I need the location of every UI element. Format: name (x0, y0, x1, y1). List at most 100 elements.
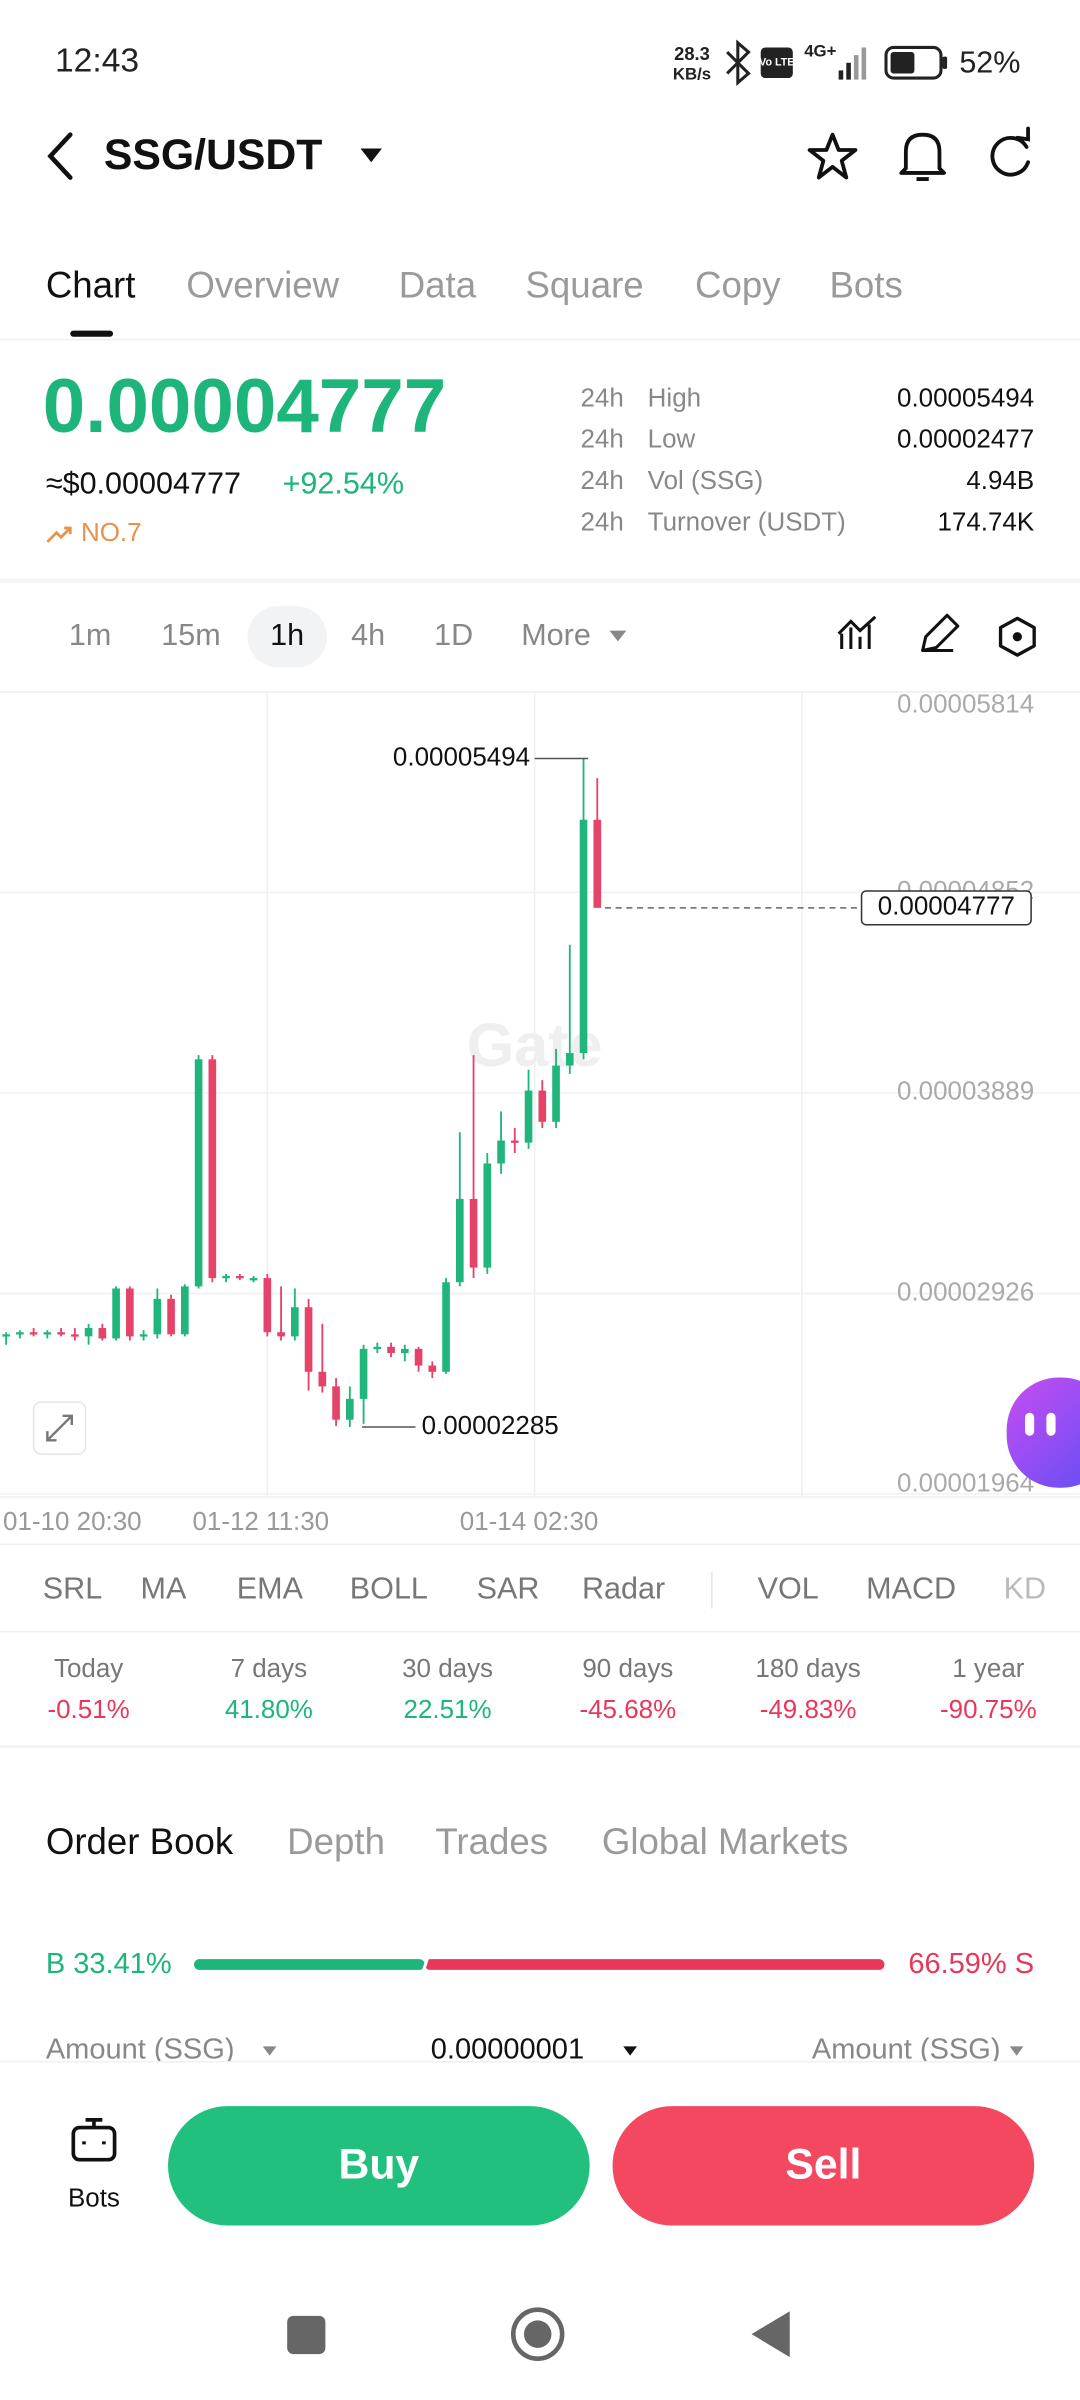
perf-period: 7 days (231, 1653, 307, 1683)
last-price: 0.00004777 (43, 364, 446, 449)
sell-button[interactable] (612, 2106, 1035, 2226)
indicator[interactable]: KD (1004, 1571, 1046, 1605)
orderbook-tab[interactable]: Global Markets (602, 1821, 848, 1862)
settings-button[interactable] (998, 616, 1036, 657)
stat-label: Vol (SSG) (648, 465, 763, 495)
nav-recents[interactable] (287, 2315, 326, 2355)
battery-level (890, 52, 915, 74)
trend-icon (46, 526, 72, 543)
back-button[interactable] (47, 132, 73, 180)
favorite-button[interactable] (807, 132, 858, 180)
indicator-button[interactable] (837, 615, 877, 649)
bubble-eye (1025, 1412, 1035, 1436)
assistant-bubble[interactable] (1006, 1377, 1080, 1488)
refresh-button[interactable] (990, 126, 1030, 177)
tab[interactable]: Overview (186, 264, 339, 305)
candle-body (400, 1348, 409, 1354)
interval[interactable]: More (521, 618, 591, 652)
bubble-eye (1046, 1412, 1056, 1436)
draw-button[interactable] (921, 613, 960, 653)
candle-body (345, 1398, 354, 1420)
pair-dropdown[interactable] (360, 148, 382, 163)
net-speed: 28.3 (674, 43, 710, 64)
nav-back[interactable] (751, 2311, 790, 2358)
signal-bar (853, 55, 859, 80)
candle-body (428, 1365, 437, 1372)
interval[interactable]: 1D (434, 618, 473, 652)
indicator[interactable]: MA (141, 1571, 187, 1605)
interval[interactable]: 1h (270, 618, 304, 652)
candle-body (455, 1198, 464, 1283)
candle-body (373, 1346, 382, 1350)
candle-body (442, 1282, 450, 1372)
indicator[interactable]: SRL (43, 1571, 102, 1605)
orderbook-tab[interactable]: Trades (435, 1821, 548, 1862)
stat-label: Turnover (USDT) (648, 506, 846, 536)
bots-label[interactable]: Bots (68, 2182, 120, 2212)
tab-indicator (70, 330, 114, 337)
pair-title[interactable]: SSG/USDT (104, 131, 323, 179)
candle-body (29, 1332, 38, 1335)
indicator[interactable]: MACD (866, 1571, 956, 1605)
candle-body (359, 1348, 368, 1399)
candle-body (249, 1278, 258, 1281)
buy-label[interactable]: Buy (338, 2141, 419, 2189)
last-price-box (860, 890, 1032, 926)
signal-bar (838, 70, 844, 80)
last-price-label: 0.00004777 (878, 891, 1015, 921)
perf-change: -49.83% (760, 1694, 857, 1724)
candle-body (167, 1298, 175, 1335)
bluetooth-icon (726, 39, 751, 86)
tab[interactable]: Copy (695, 264, 781, 305)
candle-body (497, 1140, 505, 1164)
more-dropdown[interactable] (609, 630, 627, 642)
nav-home[interactable] (510, 2307, 565, 2361)
indicator[interactable]: EMA (237, 1571, 304, 1605)
tab[interactable]: Bots (829, 264, 902, 305)
interval[interactable]: 1m (69, 618, 111, 652)
candle-body (579, 819, 588, 1054)
x-tick-label: 01-14 02:30 (460, 1506, 599, 1536)
candle-body (153, 1298, 162, 1335)
column-header[interactable]: Amount (SSG) (812, 2034, 1001, 2066)
usd-price: ≈$0.00004777 (46, 466, 241, 500)
stat-period: 24h (580, 465, 623, 495)
stat-value: 0.00005494 (897, 382, 1034, 412)
tab[interactable]: Chart (46, 264, 136, 305)
status-time: 12:43 (55, 43, 139, 80)
candle-body (181, 1286, 189, 1335)
y-tick-label: 0.00003889 (897, 1076, 1034, 1106)
price-change: +92.54% (283, 466, 404, 500)
indicator[interactable]: Radar (582, 1571, 665, 1605)
section-divider (0, 1744, 1080, 1748)
sell-label[interactable]: Sell (785, 2141, 861, 2189)
stat-value: 4.94B (966, 465, 1034, 495)
interval[interactable]: 4h (351, 618, 385, 652)
battery-cap (942, 56, 948, 69)
orderbook-tab[interactable]: Order Book (46, 1821, 234, 1862)
precision-select[interactable]: 0.00000001 (431, 2034, 584, 2066)
perf-period: Today (54, 1653, 123, 1683)
perf-change: 22.51% (404, 1694, 492, 1724)
perf-change: -90.75% (940, 1694, 1037, 1724)
alert-button[interactable] (899, 132, 946, 181)
indicator[interactable]: SAR (477, 1571, 540, 1605)
interval-active-bg (247, 606, 327, 668)
indicator[interactable]: VOL (758, 1571, 819, 1605)
tab[interactable]: Data (399, 264, 477, 305)
interval[interactable]: 15m (161, 618, 220, 652)
indicator[interactable]: BOLL (350, 1571, 428, 1605)
stat-period: 24h (580, 382, 623, 412)
candle-body (194, 1059, 203, 1287)
orderbook-tab[interactable]: Depth (287, 1821, 385, 1862)
column-header[interactable]: Amount (SSG) (46, 2034, 235, 2066)
tab[interactable]: Square (525, 264, 643, 305)
column-dropdown (262, 2046, 277, 2056)
candle-body (277, 1332, 285, 1337)
signal-bar (846, 62, 851, 80)
high-label: 0.00005494 (393, 741, 530, 771)
candle-body (387, 1346, 395, 1354)
buy-button[interactable] (168, 2106, 590, 2226)
